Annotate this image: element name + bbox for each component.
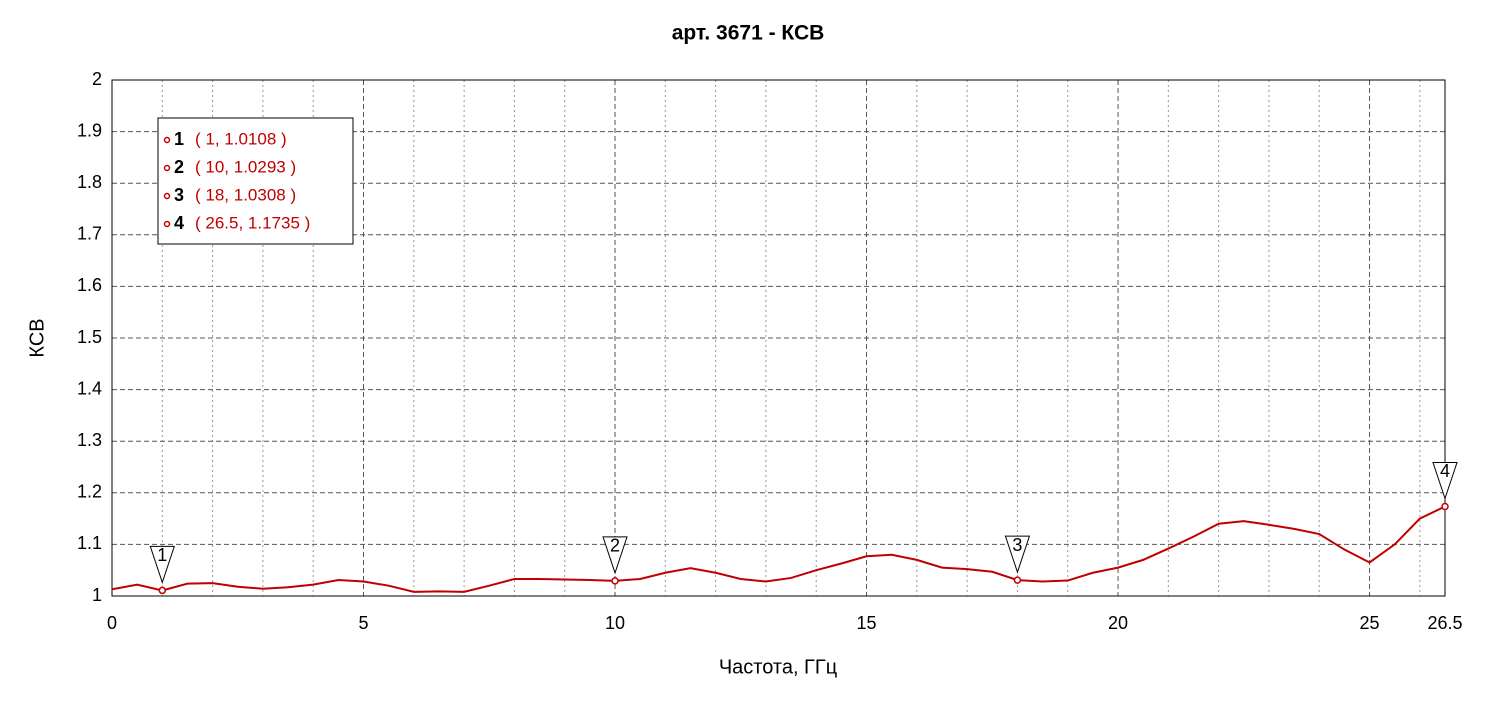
y-tick-label: 1.4 [77, 378, 102, 398]
legend-symbol [163, 136, 171, 144]
legend-box [157, 117, 354, 245]
marker-point [158, 586, 167, 595]
y-tick-label: 1.7 [77, 224, 102, 244]
y-tick-label: 1.9 [77, 120, 102, 140]
y-tick-label: 1.3 [77, 430, 102, 450]
marker-label: 4 [1440, 461, 1450, 481]
legend-label: 2 [174, 157, 184, 177]
y-tick-label: 1.1 [77, 533, 102, 553]
y-tick-label: 1 [92, 585, 102, 605]
x-tick-label: 26.5 [1427, 613, 1462, 633]
marker-triangle [1004, 535, 1031, 574]
marker-triangle [1432, 461, 1458, 501]
legend-symbol [163, 164, 171, 172]
y-tick-label: 1.2 [77, 482, 102, 502]
y-tick-label: 1.5 [77, 327, 102, 347]
y-axis-label: КСВ [26, 318, 48, 357]
chart-title: арт. 3671 - КСВ [672, 22, 825, 45]
legend-value: ( 26.5, 1.1735 ) [195, 213, 310, 232]
legend-value: ( 10, 1.0293 ) [195, 157, 296, 176]
marker-label: 3 [1012, 535, 1022, 555]
marker-label: 2 [610, 536, 620, 556]
legend-symbol [163, 220, 171, 228]
y-tick-label: 1.6 [77, 275, 102, 295]
line [111, 505, 1446, 593]
x-tick-label: 10 [605, 613, 625, 633]
x-axis-label: Частота, ГГц [719, 656, 837, 678]
x-tick-label: 0 [107, 613, 117, 633]
marker-triangle [149, 545, 175, 585]
marker-triangle [602, 536, 628, 575]
x-tick-label: 5 [359, 613, 369, 633]
y-tick-label: 1.8 [77, 172, 102, 192]
x-tick-label: 15 [857, 613, 877, 633]
legend-value: ( 1, 1.0108 ) [195, 129, 287, 148]
legend-label: 4 [174, 213, 184, 233]
marker-label: 1 [157, 545, 167, 565]
legend-label: 1 [174, 129, 184, 149]
legend-value: ( 18, 1.0308 ) [195, 185, 296, 204]
x-tick-label: 25 [1360, 613, 1380, 633]
marker-point [1013, 576, 1022, 584]
plot-frame [111, 79, 1446, 597]
legend-symbol [163, 192, 171, 200]
marker-point [1441, 502, 1449, 511]
x-tick-label: 20 [1108, 613, 1128, 633]
marker-point [611, 577, 619, 585]
y-tick-label: 2 [92, 69, 102, 89]
legend-label: 3 [174, 185, 184, 205]
